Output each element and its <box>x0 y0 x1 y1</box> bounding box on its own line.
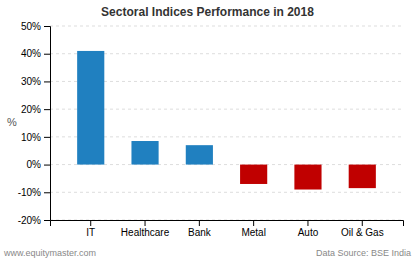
title: Sectoral Indices Performance in 2018 <box>101 5 314 19</box>
y-tick: -10% <box>18 187 50 198</box>
y-tick-mark <box>44 137 50 138</box>
y-tick-mark <box>44 165 50 166</box>
x-tick: IT <box>86 220 95 238</box>
x-tick-label: Bank <box>188 227 212 238</box>
y-tick-label: 10% <box>21 132 41 143</box>
x-tick-mark <box>199 220 200 226</box>
x-tick-label: Healthcare <box>121 227 170 238</box>
bar <box>349 165 376 189</box>
footer: www.equitymaster.com <box>3 248 96 258</box>
x-tick-label: Oil & Gas <box>341 227 384 238</box>
grid-line <box>50 192 403 193</box>
y-tick-label: -20% <box>18 215 41 226</box>
x-tick-mark <box>362 220 363 226</box>
y-tick-label: 20% <box>21 104 41 115</box>
x-axis: IT Healthcare Bank Metal Auto Oil & Gas <box>51 220 404 238</box>
y-tick: 50% <box>21 21 50 32</box>
grid <box>50 26 403 220</box>
x-tick: Auto <box>298 220 319 238</box>
y-tick-label: -10% <box>18 187 41 198</box>
x-tick: Healthcare <box>121 220 170 238</box>
y-axis: -20% -10% 0% 10% 20% 30% 40% 50% <box>18 21 51 226</box>
y-tick-label: 50% <box>21 21 41 32</box>
x-tick: Oil & Gas <box>341 220 384 238</box>
footer: Data Source: BSE India <box>316 248 411 258</box>
x-tick: Bank <box>188 220 212 238</box>
x-axis-line <box>51 221 404 227</box>
x-tick-label: Auto <box>298 227 319 238</box>
x-tick-mark <box>253 220 254 226</box>
x-tick: Metal <box>241 220 265 238</box>
y-axis-line <box>44 27 51 221</box>
y-tick: 40% <box>21 48 50 59</box>
y-tick-mark <box>44 54 50 55</box>
y-tick: 30% <box>21 76 50 87</box>
y-tick-mark <box>44 192 50 193</box>
y-tick: 0% <box>27 159 50 170</box>
y-tick: 10% <box>21 132 50 143</box>
plot: -20% -10% 0% 10% 20% 30% 40% 50% IT Healthcare Ban… <box>18 21 404 238</box>
y-tick: -20% <box>18 215 50 226</box>
x-tick-label: IT <box>86 227 95 238</box>
y-tick-mark <box>44 26 50 27</box>
x-tick-mark <box>145 220 146 226</box>
y-tick: 20% <box>21 104 50 115</box>
x-tick-label: Metal <box>241 227 265 238</box>
bar <box>77 51 104 165</box>
x-tick-mark <box>90 220 91 226</box>
y-tick-label: 30% <box>21 76 41 87</box>
bars <box>77 51 376 190</box>
x-tick-mark <box>307 220 308 226</box>
y-tick-mark <box>44 109 50 110</box>
y-tick-mark <box>44 81 50 82</box>
bar <box>240 165 267 184</box>
y-tick-label: 40% <box>21 48 41 59</box>
y-axis-title: % <box>7 116 17 128</box>
grid-line <box>50 26 403 27</box>
bar <box>131 141 158 165</box>
y-tick-mark <box>44 220 50 221</box>
bar <box>186 145 213 164</box>
chart: -20% -10% 0% 10% 20% 30% 40% 50% IT Healthcare Ban… <box>0 0 415 260</box>
y-tick-label: 0% <box>27 159 42 170</box>
bar <box>294 165 321 190</box>
